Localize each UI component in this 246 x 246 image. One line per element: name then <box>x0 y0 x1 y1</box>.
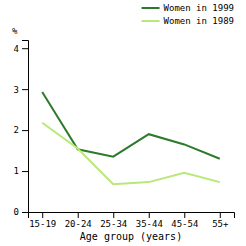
legend-item: Women in 1989 <box>142 16 234 26</box>
series-line <box>42 123 220 184</box>
x-axis-line <box>29 213 235 219</box>
x-tick-mark <box>220 212 221 218</box>
x-tick: 35-44 <box>136 212 163 229</box>
y-label: % <box>12 26 18 36</box>
y-tick-label: 4 <box>14 44 19 54</box>
x-label: Age group (years) <box>80 231 182 242</box>
legend-swatch <box>142 7 160 9</box>
x-tick-label: 35-44 <box>136 219 163 229</box>
legend-item: Women in 1999 <box>142 3 234 13</box>
x-tick-mark <box>78 212 79 218</box>
y-tick-label: 1 <box>14 166 19 176</box>
y-axis-line <box>22 41 29 213</box>
y-tick-label: 2 <box>14 125 19 135</box>
x-tick-label: 55+ <box>212 219 229 229</box>
y-axis: 0 1 2 3 4 <box>14 41 29 218</box>
x-tick-label: 15-19 <box>29 219 56 229</box>
legend-label: Women in 1999 <box>164 3 234 13</box>
y-tick-mark <box>22 171 28 172</box>
x-tick: 25-34 <box>100 212 127 229</box>
y-tick: 3 <box>14 85 28 95</box>
y-tick-label: 3 <box>14 85 19 95</box>
legend-label: Women in 1989 <box>164 16 234 26</box>
x-tick-label: 20-24 <box>65 219 92 229</box>
y-tick-mark <box>22 212 28 213</box>
series-line <box>42 92 220 159</box>
lines <box>42 92 220 184</box>
x-tick-mark <box>113 212 114 218</box>
legend: Women in 1999 Women in 1989 <box>142 3 234 26</box>
y-tick: 2 <box>14 125 28 135</box>
x-tick-mark <box>149 212 150 218</box>
y-tick-label: 0 <box>14 207 19 217</box>
x-tick-label: 25-34 <box>100 219 127 229</box>
x-tick: 20-24 <box>65 212 92 229</box>
y-tick-mark <box>22 130 28 131</box>
y-tick-mark <box>22 89 28 90</box>
x-tick-mark <box>184 212 185 218</box>
x-tick: 55+ <box>212 212 229 229</box>
x-tick: 45-54 <box>171 212 198 229</box>
y-tick: 0 <box>14 207 28 217</box>
chart: 15-19 20-24 25-34 35-44 45-54 55+ 0 1 2 3 4% Age gr… <box>0 0 246 246</box>
x-tick: 15-19 <box>29 212 56 229</box>
x-tick-label: 45-54 <box>171 219 198 229</box>
y-tick: 1 <box>14 166 28 176</box>
y-tick-mark <box>22 48 28 49</box>
x-axis: 15-19 20-24 25-34 35-44 45-54 55+ <box>29 212 235 229</box>
y-tick: 4 <box>14 44 28 54</box>
legend-swatch <box>142 20 160 22</box>
plot: 15-19 20-24 25-34 35-44 45-54 55+ 0 1 2 3 4 <box>14 41 235 230</box>
x-tick-mark <box>42 212 43 218</box>
